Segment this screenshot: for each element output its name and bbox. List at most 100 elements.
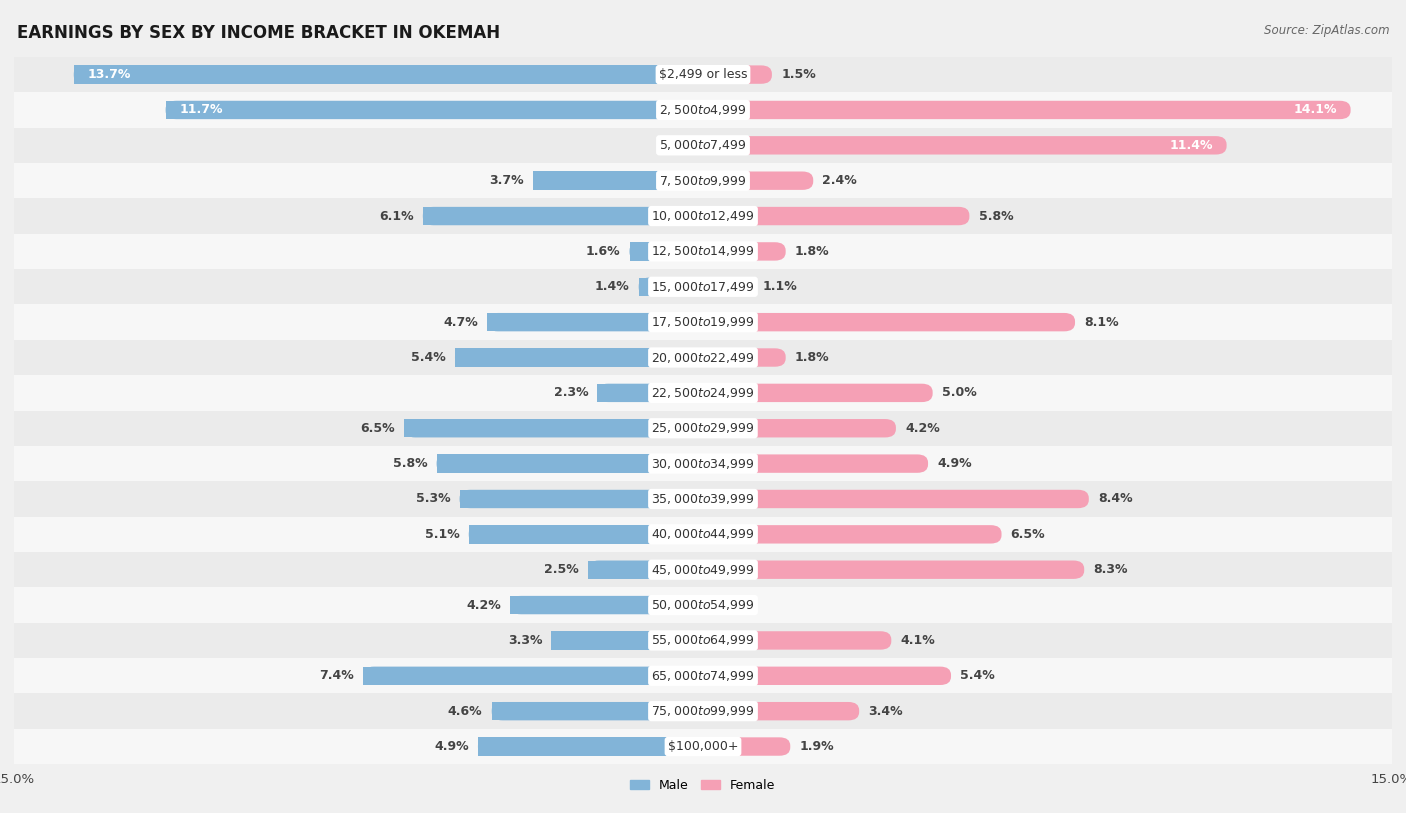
FancyBboxPatch shape (73, 65, 703, 84)
Text: 7.4%: 7.4% (319, 669, 354, 682)
Bar (14, 693, 1392, 729)
Text: 5.4%: 5.4% (411, 351, 446, 364)
FancyBboxPatch shape (588, 560, 703, 579)
Bar (14, 481, 1392, 517)
Bar (486, 313, 703, 332)
Text: 5.8%: 5.8% (979, 210, 1014, 223)
FancyBboxPatch shape (423, 207, 703, 225)
Text: 5.0%: 5.0% (942, 386, 977, 399)
Text: 2.5%: 2.5% (544, 563, 579, 576)
Text: 4.9%: 4.9% (434, 740, 468, 753)
Text: 5.4%: 5.4% (960, 669, 995, 682)
Bar (456, 348, 703, 367)
FancyBboxPatch shape (166, 101, 703, 120)
Text: 1.8%: 1.8% (794, 351, 830, 364)
Bar (14, 92, 1392, 128)
Text: 14.1%: 14.1% (1294, 103, 1337, 116)
FancyBboxPatch shape (703, 65, 772, 84)
FancyBboxPatch shape (598, 384, 703, 402)
Bar (533, 172, 703, 190)
Bar (14, 163, 1392, 198)
Text: 3.3%: 3.3% (508, 634, 543, 647)
FancyBboxPatch shape (703, 667, 950, 685)
Bar (14, 659, 1392, 693)
Bar (492, 702, 703, 720)
Text: 11.7%: 11.7% (180, 103, 224, 116)
Bar (510, 596, 703, 615)
Bar (551, 631, 703, 650)
Bar (14, 729, 1392, 764)
Text: $40,000 to $44,999: $40,000 to $44,999 (651, 528, 755, 541)
Text: $20,000 to $22,499: $20,000 to $22,499 (651, 350, 755, 364)
Bar (363, 667, 703, 685)
Bar (468, 525, 703, 544)
FancyBboxPatch shape (703, 101, 1351, 120)
Text: 3.7%: 3.7% (489, 174, 524, 187)
Text: $50,000 to $54,999: $50,000 to $54,999 (651, 598, 755, 612)
FancyBboxPatch shape (638, 277, 703, 296)
Bar (73, 65, 703, 84)
Text: $15,000 to $17,499: $15,000 to $17,499 (651, 280, 755, 293)
Text: 2.4%: 2.4% (823, 174, 858, 187)
Text: $30,000 to $34,999: $30,000 to $34,999 (651, 457, 755, 471)
Text: 13.7%: 13.7% (87, 68, 131, 81)
Text: 5.3%: 5.3% (416, 493, 450, 506)
Text: 6.5%: 6.5% (361, 422, 395, 435)
Text: 8.3%: 8.3% (1094, 563, 1128, 576)
Text: $5,000 to $7,499: $5,000 to $7,499 (659, 138, 747, 152)
FancyBboxPatch shape (703, 172, 813, 190)
Bar (588, 560, 703, 579)
Bar (630, 242, 703, 261)
Text: 3.4%: 3.4% (869, 705, 903, 718)
Text: $65,000 to $74,999: $65,000 to $74,999 (651, 669, 755, 683)
Text: $2,499 or less: $2,499 or less (659, 68, 747, 81)
Bar (598, 384, 703, 402)
FancyBboxPatch shape (703, 454, 928, 473)
Text: 8.1%: 8.1% (1084, 315, 1119, 328)
FancyBboxPatch shape (703, 560, 1084, 579)
FancyBboxPatch shape (468, 525, 703, 544)
Text: 4.2%: 4.2% (467, 598, 501, 611)
Text: 6.5%: 6.5% (1011, 528, 1045, 541)
FancyBboxPatch shape (703, 631, 891, 650)
Text: 4.1%: 4.1% (900, 634, 935, 647)
Bar (14, 128, 1392, 163)
Text: $45,000 to $49,999: $45,000 to $49,999 (651, 563, 755, 576)
Text: $7,500 to $9,999: $7,500 to $9,999 (659, 174, 747, 188)
Text: $25,000 to $29,999: $25,000 to $29,999 (651, 421, 755, 435)
FancyBboxPatch shape (510, 596, 703, 615)
FancyBboxPatch shape (703, 207, 969, 225)
Bar (14, 198, 1392, 234)
Bar (14, 446, 1392, 481)
FancyBboxPatch shape (703, 384, 932, 402)
FancyBboxPatch shape (551, 631, 703, 650)
Text: $35,000 to $39,999: $35,000 to $39,999 (651, 492, 755, 506)
FancyBboxPatch shape (703, 242, 786, 261)
FancyBboxPatch shape (703, 525, 1001, 544)
Text: $12,500 to $14,999: $12,500 to $14,999 (651, 245, 755, 259)
FancyBboxPatch shape (630, 242, 703, 261)
Bar (14, 552, 1392, 587)
Bar (423, 207, 703, 225)
Text: 1.4%: 1.4% (595, 280, 630, 293)
Text: $75,000 to $99,999: $75,000 to $99,999 (651, 704, 755, 718)
Bar (14, 57, 1392, 92)
Bar (14, 517, 1392, 552)
Bar (405, 419, 703, 437)
Text: 4.2%: 4.2% (905, 422, 939, 435)
Bar (14, 587, 1392, 623)
FancyBboxPatch shape (703, 136, 1226, 154)
Bar (14, 623, 1392, 659)
Text: 4.7%: 4.7% (443, 315, 478, 328)
Text: 1.5%: 1.5% (782, 68, 815, 81)
Text: 1.6%: 1.6% (586, 245, 620, 258)
FancyBboxPatch shape (703, 348, 786, 367)
Text: 2.3%: 2.3% (554, 386, 588, 399)
FancyBboxPatch shape (703, 702, 859, 720)
Text: 0.0%: 0.0% (713, 598, 747, 611)
Text: 8.4%: 8.4% (1098, 493, 1133, 506)
FancyBboxPatch shape (703, 737, 790, 756)
Text: 5.1%: 5.1% (425, 528, 460, 541)
Bar (14, 233, 1392, 269)
Bar (14, 304, 1392, 340)
